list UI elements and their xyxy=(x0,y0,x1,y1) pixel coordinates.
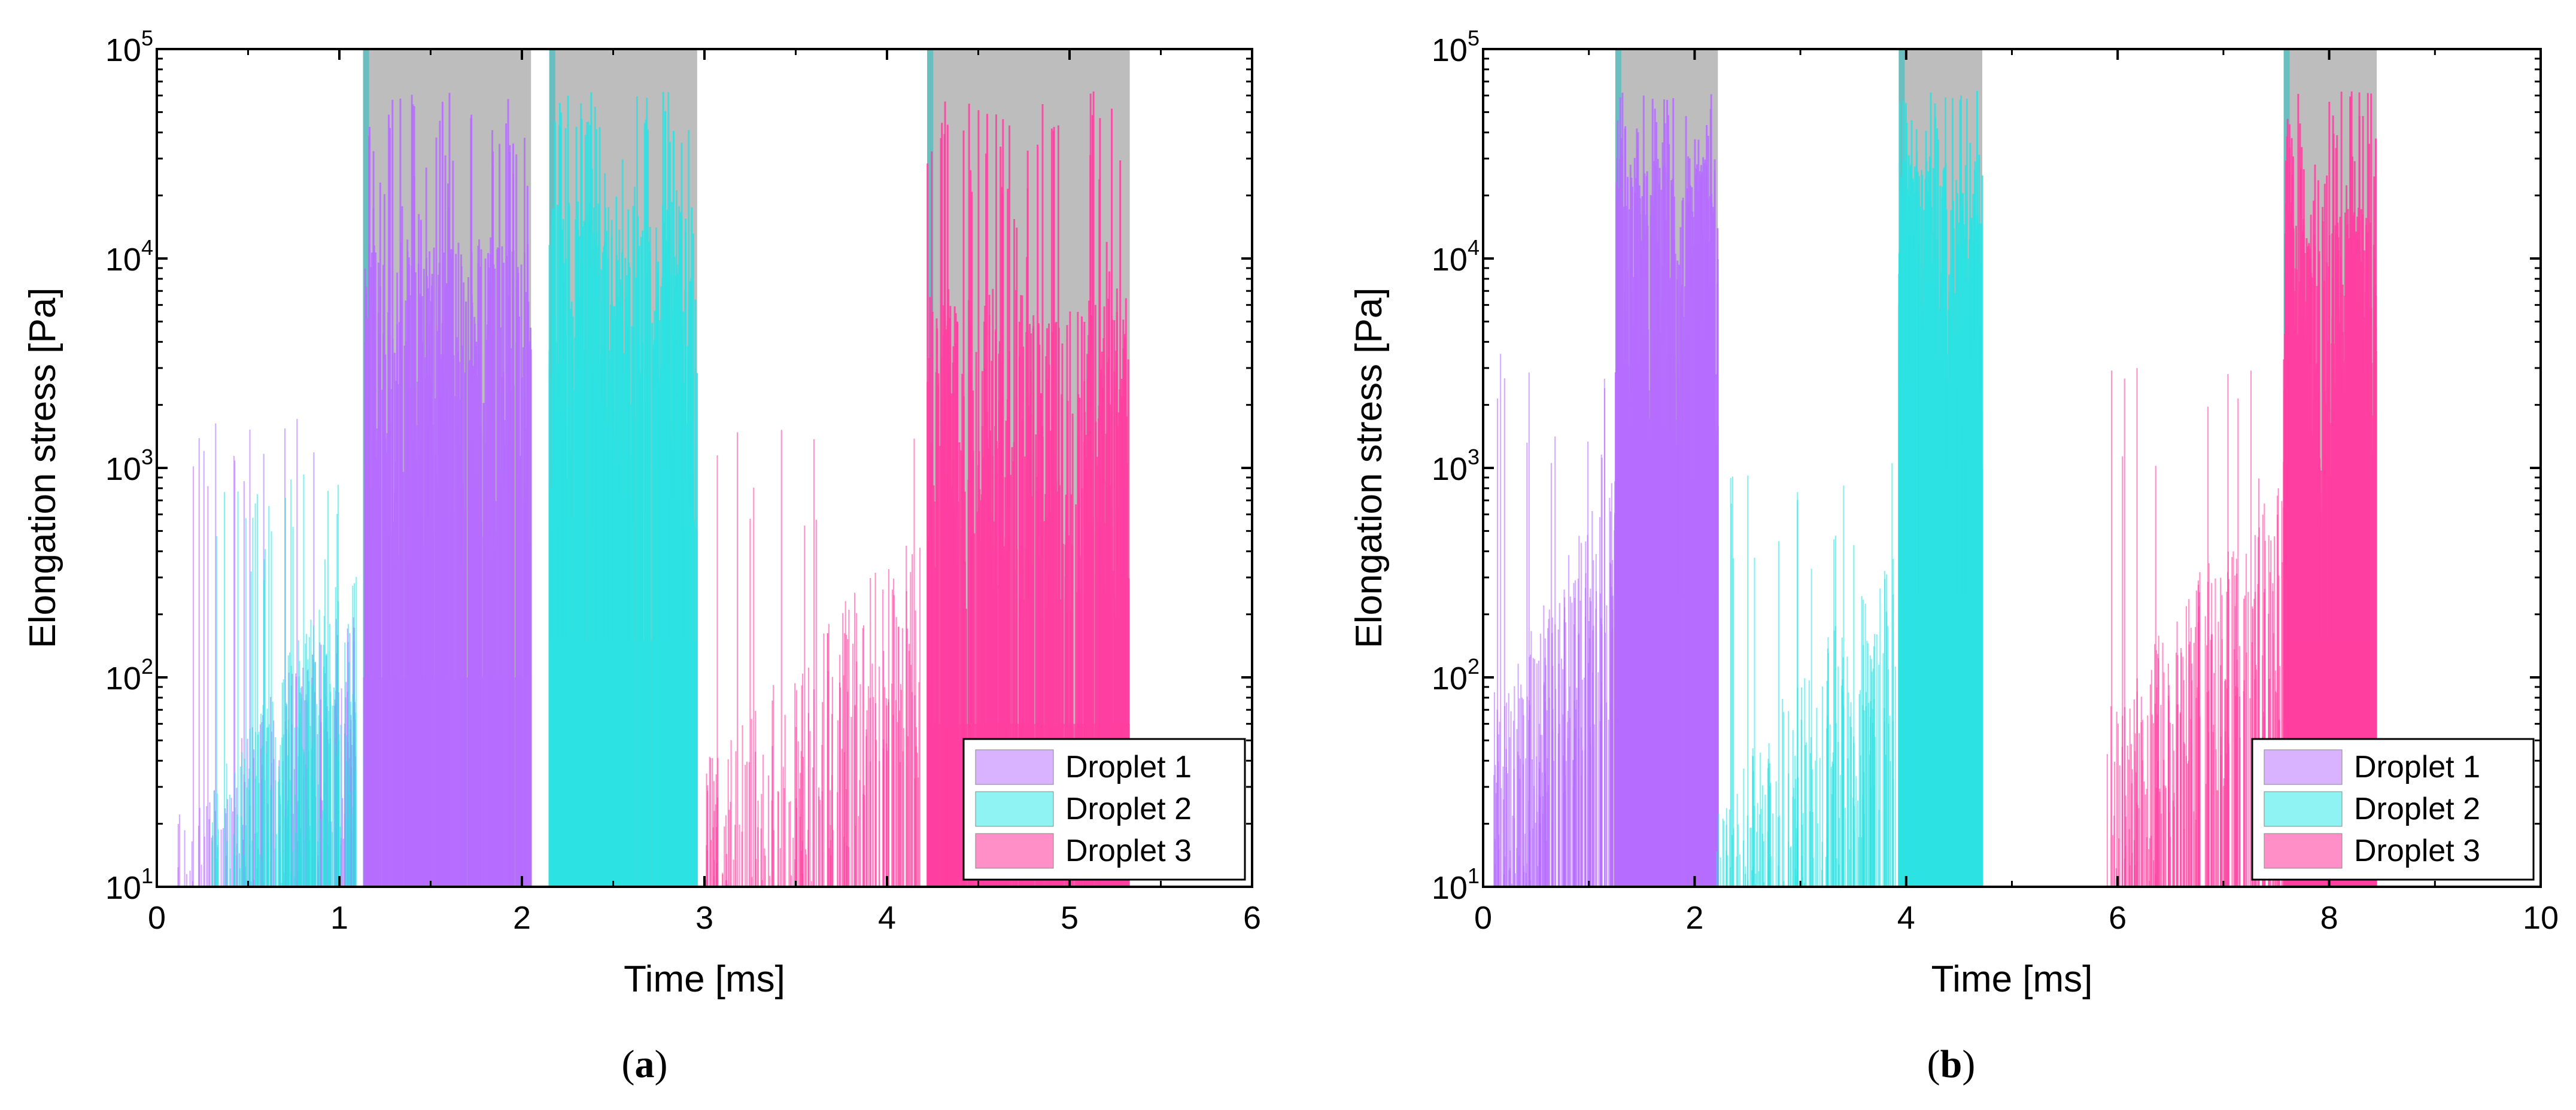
y-axis-label: Elongation stress [Pa] xyxy=(22,287,63,648)
y-tick-label: 102 xyxy=(1432,654,1480,697)
x-tick-label: 0 xyxy=(148,900,166,936)
y-tick-exponent: 4 xyxy=(141,235,153,260)
y-tick-base: 10 xyxy=(105,451,141,487)
y-tick-exponent: 5 xyxy=(141,26,153,50)
legend: Droplet 1 Droplet 2 Droplet 3 xyxy=(962,738,1246,881)
y-tick-exponent: 3 xyxy=(141,445,153,469)
y-tick-base: 10 xyxy=(1432,32,1468,68)
panel-caption-close: ) xyxy=(1962,1042,1975,1086)
x-tick-label: 6 xyxy=(1243,900,1261,936)
y-tick-exponent: 3 xyxy=(1468,445,1480,469)
series-droplet-1 xyxy=(1493,92,1719,887)
y-tick-base: 10 xyxy=(105,661,141,697)
series-dense-fill xyxy=(549,640,697,887)
panel-caption-letter: b xyxy=(1940,1042,1963,1086)
legend-label-3: Droplet 3 xyxy=(1065,834,1192,868)
panel-caption: (a) xyxy=(622,1042,668,1086)
legend-label-3: Droplet 3 xyxy=(2354,834,2480,868)
y-tick-label: 104 xyxy=(105,235,153,278)
y-tick-exponent: 1 xyxy=(1468,863,1480,888)
legend-label-1: Droplet 1 xyxy=(2354,750,2480,784)
legend-label-2: Droplet 2 xyxy=(2354,792,2480,826)
legend-swatch-2 xyxy=(975,791,1054,827)
y-tick-base: 10 xyxy=(105,32,141,68)
legend-label-2: Droplet 2 xyxy=(1065,792,1192,826)
panel-caption-open: ( xyxy=(1927,1042,1940,1086)
y-tick-exponent: 2 xyxy=(1468,654,1480,679)
x-tick-label: 10 xyxy=(2523,900,2559,936)
y-tick-base: 10 xyxy=(105,242,141,278)
legend-swatch-2 xyxy=(2264,791,2343,827)
series-dense-fill xyxy=(363,677,531,887)
x-tick-label: 2 xyxy=(513,900,531,936)
y-tick-label: 102 xyxy=(105,654,153,697)
y-tick-label: 103 xyxy=(105,445,153,487)
y-tick-label: 103 xyxy=(1432,445,1480,487)
legend-swatch-1 xyxy=(975,749,1054,785)
y-tick-base: 10 xyxy=(105,870,141,906)
x-axis-label: Time [ms] xyxy=(1931,959,2093,1000)
y-tick-exponent: 2 xyxy=(141,654,153,679)
x-tick-label: 5 xyxy=(1061,900,1079,936)
x-tick-label: 3 xyxy=(695,900,713,936)
x-tick-label: 1 xyxy=(330,900,348,936)
y-tick-base: 10 xyxy=(1432,451,1468,487)
y-tick-label: 101 xyxy=(105,863,153,906)
series-dense-fill xyxy=(1615,594,1718,887)
x-tick-label: 2 xyxy=(1685,900,1703,936)
y-tick-base: 10 xyxy=(1432,870,1468,906)
x-tick-label: 4 xyxy=(878,900,896,936)
x-tick-label: 8 xyxy=(2320,900,2338,936)
y-tick-label: 101 xyxy=(1432,863,1480,906)
panel-caption: (b) xyxy=(1927,1042,1976,1086)
panel-caption-letter: a xyxy=(635,1042,655,1086)
y-tick-exponent: 1 xyxy=(141,863,153,888)
x-tick-label: 6 xyxy=(2109,900,2127,936)
y-tick-exponent: 5 xyxy=(1468,26,1480,50)
y-tick-base: 10 xyxy=(1432,661,1468,697)
panel-caption-close: ) xyxy=(655,1042,668,1086)
legend-label-1: Droplet 1 xyxy=(1065,750,1192,784)
y-tick-label: 104 xyxy=(1432,235,1480,278)
x-tick-label: 0 xyxy=(1474,900,1492,936)
y-tick-label: 105 xyxy=(1432,26,1480,68)
y-tick-label: 105 xyxy=(105,26,153,68)
legend-swatch-3 xyxy=(2264,833,2343,869)
x-tick-label: 4 xyxy=(1897,900,1915,936)
legend-swatch-3 xyxy=(975,833,1054,869)
y-tick-exponent: 4 xyxy=(1468,235,1480,260)
legend-swatch-1 xyxy=(2264,749,2343,785)
y-tick-base: 10 xyxy=(1432,242,1468,278)
y-axis-label: Elongation stress [Pa] xyxy=(1348,287,1390,648)
x-axis-label: Time [ms] xyxy=(624,959,785,1000)
legend: Droplet 1 Droplet 2 Droplet 3 xyxy=(2251,738,2535,881)
series-droplet-2 xyxy=(211,92,698,887)
series-dense-fill xyxy=(1898,594,1983,887)
panel-caption-open: ( xyxy=(622,1042,635,1086)
series-droplet-2 xyxy=(1716,91,1983,887)
